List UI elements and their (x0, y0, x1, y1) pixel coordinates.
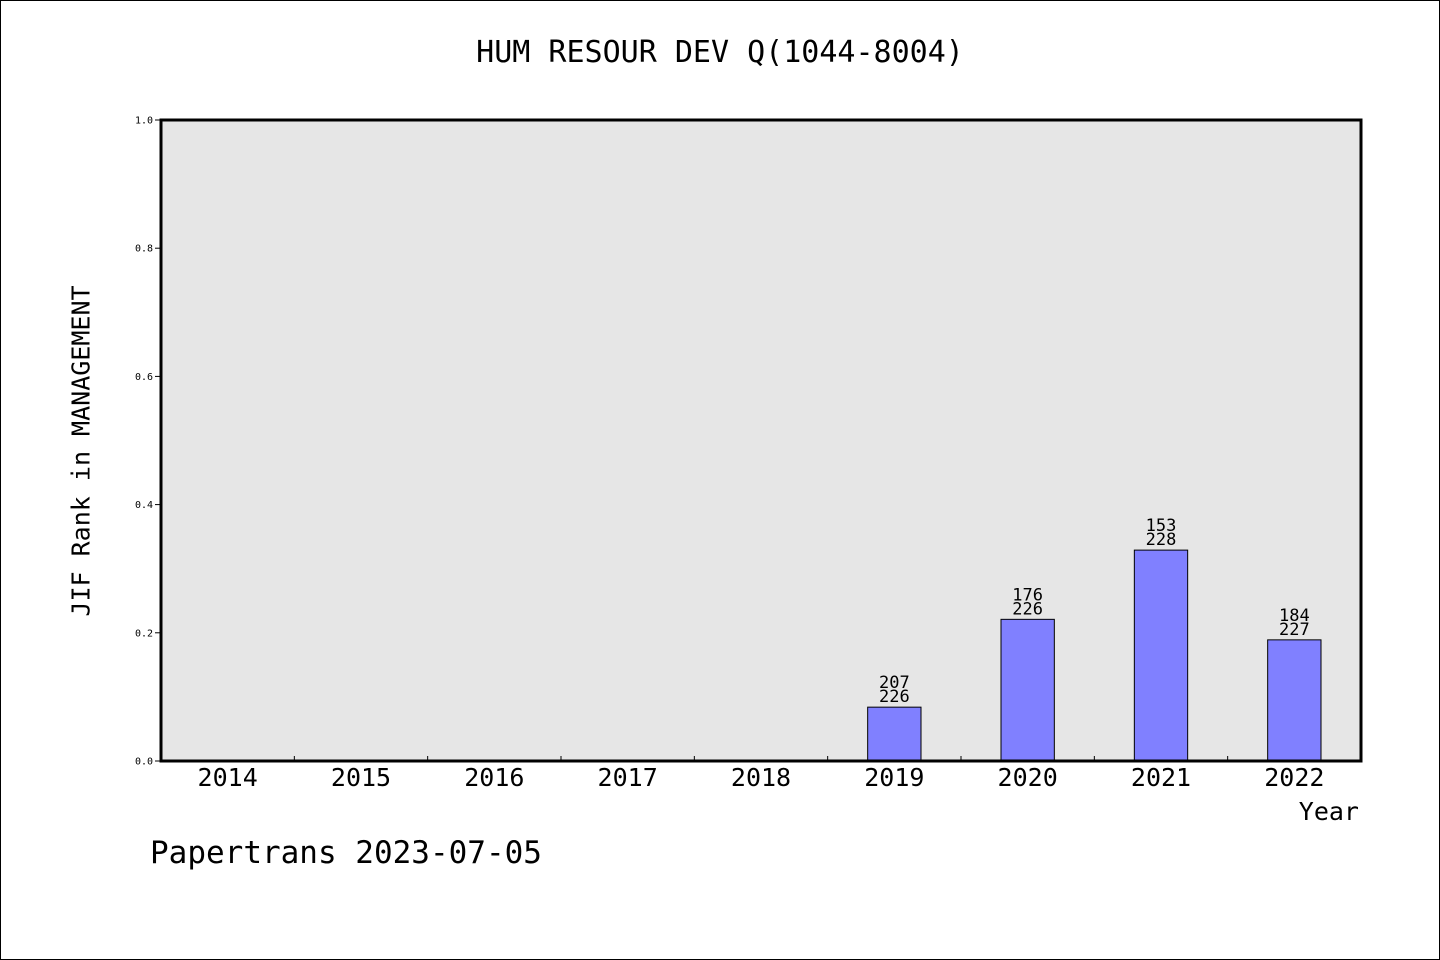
bar-rank-label: 184 (1279, 606, 1310, 626)
bar-total-label: 226 (879, 687, 910, 707)
bar-2022 (1267, 639, 1322, 762)
y-axis-label: JIF Rank in MANAGEMENT (66, 285, 96, 617)
x-tick-label: 2020 (998, 763, 1058, 792)
bar-rank-label: 176 (1012, 585, 1043, 605)
bar-total-label: 226 (1012, 599, 1043, 619)
bar-2021 (1133, 549, 1189, 762)
x-tick-label: 2019 (864, 763, 924, 792)
x-tick-label: 2015 (331, 763, 391, 792)
bar-total-label: 228 (1146, 530, 1177, 550)
y-tick-label: 0.4 (135, 500, 153, 511)
x-tick-label: 2021 (1131, 763, 1191, 792)
bar-rank-label: 153 (1146, 516, 1177, 536)
y-tick-label: 1.0 (135, 116, 153, 127)
y-tick-label: 0.2 (135, 628, 153, 639)
x-tick-label: 2018 (731, 763, 791, 792)
x-tick-label: 2016 (464, 763, 524, 792)
x-tick-label: 2022 (1264, 763, 1324, 792)
y-tick-label: 0.0 (135, 757, 153, 768)
x-tick-label: 2017 (598, 763, 658, 792)
chart-title: HUM RESOUR DEV Q(1044-8004) (476, 35, 964, 70)
y-tick-label: 0.8 (135, 244, 153, 255)
x-axis-label: Year (1298, 797, 1359, 826)
bar-total-label: 227 (1279, 620, 1310, 640)
x-tick-label: 2014 (198, 763, 258, 792)
bar-rank-label: 207 (879, 673, 910, 693)
y-tick-label: 0.6 (135, 372, 153, 383)
footer-watermark: Papertrans 2023-07-05 (150, 835, 542, 871)
bar-2019 (867, 706, 922, 762)
plot-border (159, 118, 1363, 763)
bar-2020 (1000, 618, 1055, 762)
